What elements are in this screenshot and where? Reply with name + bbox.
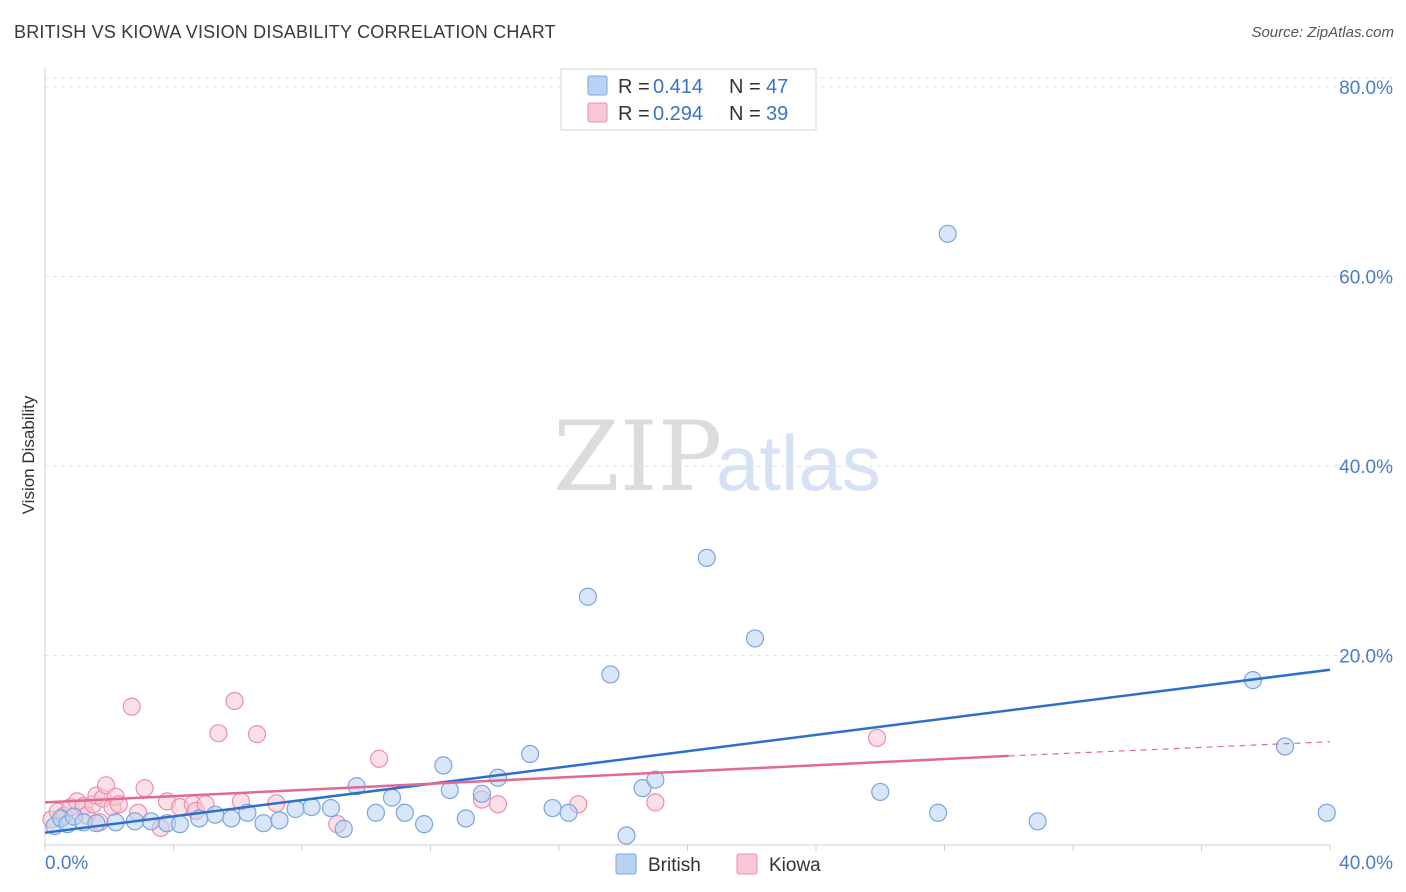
british-point-47 xyxy=(1317,803,1336,822)
grid-lines xyxy=(45,77,1392,656)
kiowa-point-25 xyxy=(225,691,244,711)
british-point-16 xyxy=(270,811,289,830)
british-point-30 xyxy=(488,768,508,787)
kiowa-trend-extension xyxy=(1008,741,1331,757)
kiowa-trend-line xyxy=(44,754,1009,804)
british-point-46 xyxy=(1275,737,1295,756)
british-point-17 xyxy=(286,799,305,819)
kiowa-point-17 xyxy=(135,779,154,798)
british-point-38 xyxy=(646,770,665,789)
british-point-25 xyxy=(414,815,434,834)
legend-r-label-british: R = xyxy=(618,76,650,98)
source-attribution: Source: ZipAtlas.com xyxy=(1251,24,1394,41)
british-point-29 xyxy=(472,784,491,803)
british-point-23 xyxy=(382,788,402,807)
y-tick-label-0: 20.0% xyxy=(1339,646,1393,667)
british-point-8 xyxy=(141,812,161,831)
x-tick-label-end: 40.0% xyxy=(1339,853,1393,874)
legend-r-value-british: 0.414 xyxy=(653,76,703,98)
legend-n-value-british: 47 xyxy=(766,76,788,98)
british-point-28 xyxy=(456,809,475,828)
legend-n-label-kiowa: N = xyxy=(729,103,761,125)
legend-r-label-kiowa: R = xyxy=(618,103,650,125)
watermark-atlas: atlas xyxy=(716,419,881,507)
bottom-legend-swatch-british xyxy=(615,853,637,875)
british-point-43 xyxy=(938,224,957,243)
y-tick-label-2: 60.0% xyxy=(1339,267,1393,288)
chart-title: BRITISH VS KIOWA VISION DISABILITY CORRE… xyxy=(14,22,556,42)
british-point-34 xyxy=(578,587,598,606)
series-legend: British Kiowa xyxy=(615,853,821,876)
british-point-41 xyxy=(871,782,890,802)
watermark-zip: ZIP xyxy=(553,401,722,513)
bottom-legend-label-british: British xyxy=(648,855,701,876)
british-point-18 xyxy=(302,797,321,817)
british-point-26 xyxy=(434,756,453,775)
british-point-5 xyxy=(87,814,106,833)
british-point-22 xyxy=(366,803,385,822)
british-point-39 xyxy=(697,548,716,567)
y-tick-label-3: 80.0% xyxy=(1339,78,1393,99)
kiowa-point-35 xyxy=(867,728,887,748)
legend-r-value-kiowa: 0.294 xyxy=(653,103,703,125)
kiowa-point-15 xyxy=(122,697,141,716)
kiowa-point-27 xyxy=(247,725,267,744)
kiowa-point-32 xyxy=(488,795,508,814)
y-axis-label: Vision Disability xyxy=(19,395,38,514)
y-tick-label-1: 40.0% xyxy=(1339,457,1393,478)
british-point-33 xyxy=(559,803,578,822)
watermark: ZIP atlas xyxy=(553,401,881,513)
british-point-31 xyxy=(520,744,540,764)
x-axis-tick-labels: 0.0% 40.0% xyxy=(45,853,1393,874)
y-axis-tick-labels: 20.0% 40.0% 60.0% 80.0% xyxy=(1339,78,1393,668)
british-point-13 xyxy=(222,809,241,828)
british-point-40 xyxy=(745,629,765,648)
correlation-legend: R = 0.414 N = 47 R = 0.294 N = 39 xyxy=(560,68,817,131)
kiowa-point-24 xyxy=(209,724,228,743)
x-tick-label-start: 0.0% xyxy=(45,853,88,874)
british-point-24 xyxy=(395,803,414,822)
british-point-20 xyxy=(334,819,353,838)
british-point-19 xyxy=(321,798,341,818)
british-point-12 xyxy=(206,805,225,824)
bottom-legend-swatch-kiowa xyxy=(736,853,758,875)
british-point-37 xyxy=(633,779,652,798)
legend-swatch-british xyxy=(587,75,608,96)
british-point-42 xyxy=(928,803,948,822)
british-point-36 xyxy=(617,826,636,845)
trend-lines xyxy=(44,668,1331,834)
kiowa-point-30 xyxy=(370,749,389,768)
kiowa-point-34 xyxy=(646,793,665,812)
british-point-35 xyxy=(601,665,620,684)
british-point-44 xyxy=(1028,812,1047,831)
legend-n-value-kiowa: 39 xyxy=(766,103,788,125)
british-point-32 xyxy=(543,798,562,818)
british-trend-line xyxy=(44,668,1331,834)
bottom-legend-label-kiowa: Kiowa xyxy=(769,855,821,876)
british-point-15 xyxy=(254,814,273,833)
x-axis-ticks xyxy=(44,845,1331,851)
british-point-10 xyxy=(170,815,190,834)
legend-swatch-kiowa xyxy=(587,102,608,123)
legend-n-label-british: N = xyxy=(729,76,761,98)
